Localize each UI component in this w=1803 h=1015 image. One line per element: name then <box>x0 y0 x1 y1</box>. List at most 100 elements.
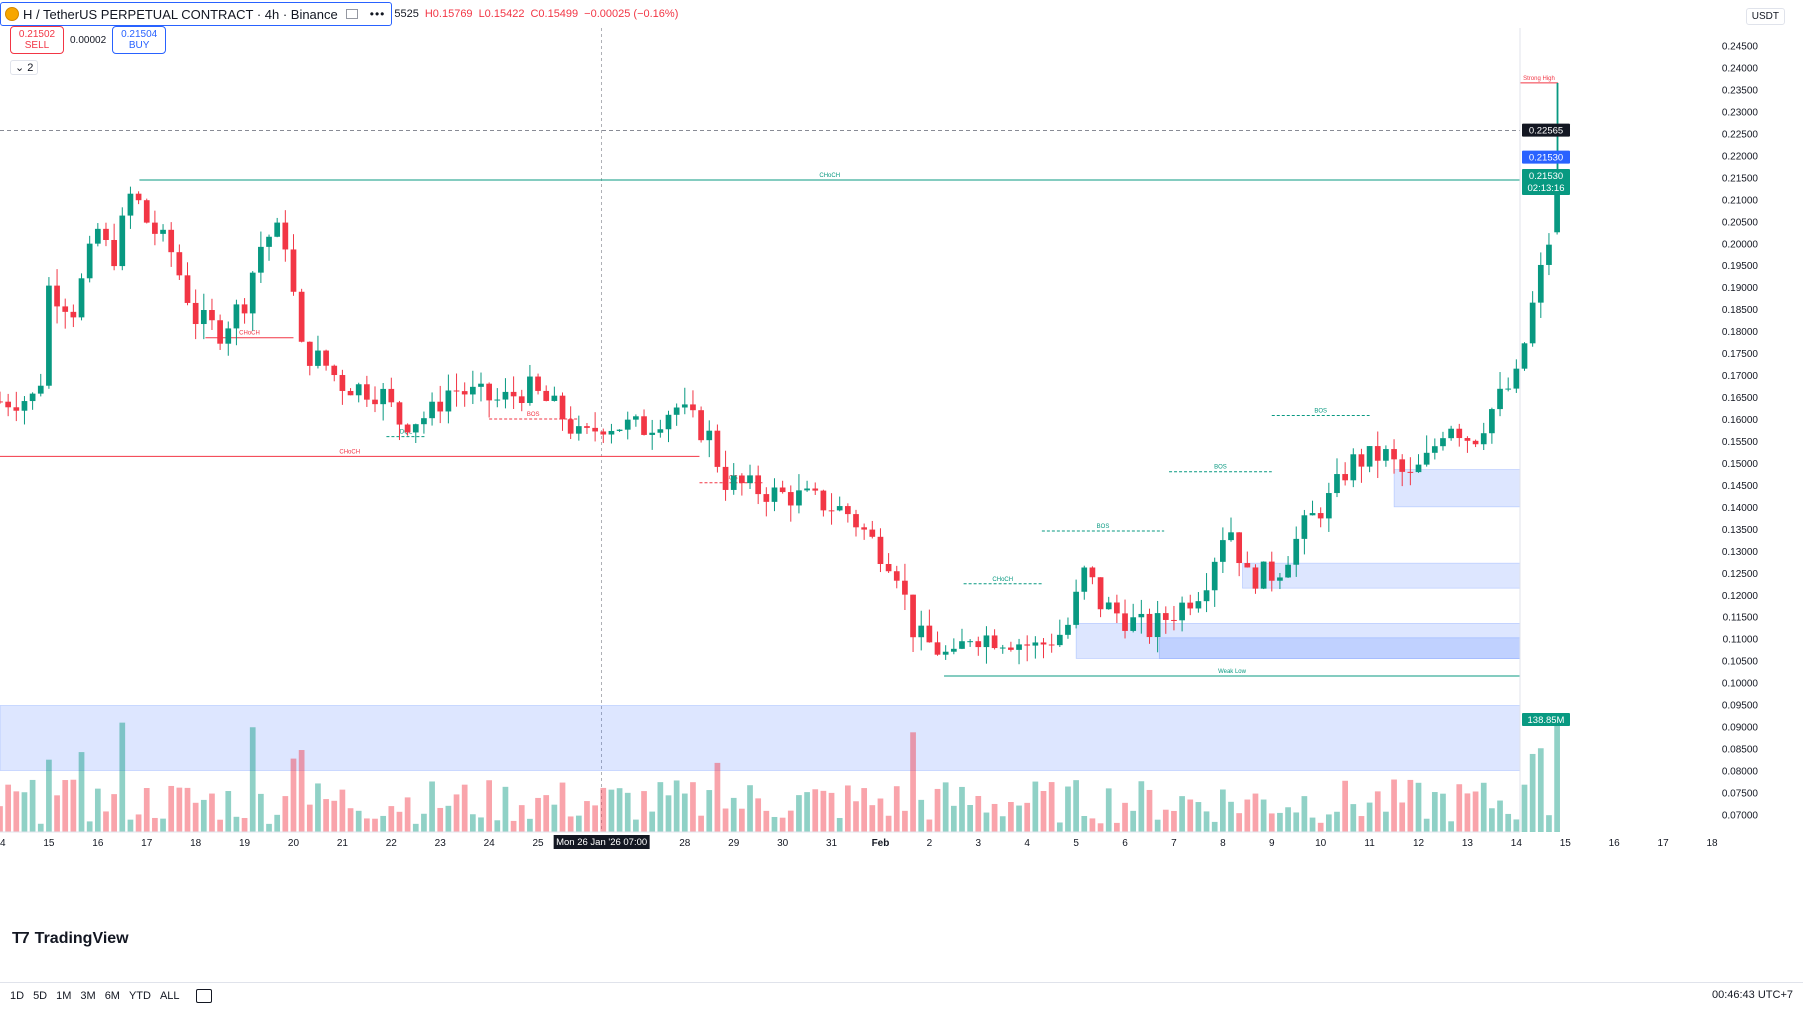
price-tick-label: 0.17000 <box>1722 371 1759 382</box>
volume-bar <box>469 814 476 832</box>
candle-body <box>1383 449 1389 461</box>
volume-bar <box>225 791 232 832</box>
candle-body <box>160 229 166 234</box>
volume-bar <box>1472 791 1479 832</box>
volume-bar <box>1040 790 1047 832</box>
indicators-toggle[interactable]: ⌄ 2 <box>10 60 39 75</box>
price-tick-label: 0.18000 <box>1722 327 1759 338</box>
volume-bar <box>331 800 338 832</box>
candle-body <box>1423 452 1430 465</box>
sell-price: 0.21502 <box>18 29 56 40</box>
tradingview-logo[interactable]: T7 TradingView <box>12 930 129 948</box>
volume-bar <box>869 805 876 832</box>
volume-bar <box>445 805 452 832</box>
grid <box>0 28 1520 832</box>
candle-body <box>950 648 957 652</box>
candle-body <box>1203 590 1210 602</box>
volume-bar <box>698 815 704 832</box>
calendar-icon[interactable] <box>195 989 212 1003</box>
volume-bar <box>1440 793 1446 832</box>
structure-label: BOS <box>527 412 540 418</box>
candle-body <box>1040 642 1047 645</box>
volume-bar <box>217 819 223 832</box>
candle-body <box>1374 446 1381 461</box>
candle-body <box>437 401 444 412</box>
price-tick-label: 0.19000 <box>1722 283 1759 294</box>
volume-bar <box>478 817 484 832</box>
candle-body <box>1334 474 1340 494</box>
volume-bar <box>690 782 696 832</box>
candle-body <box>1268 561 1275 581</box>
candle-body <box>861 527 868 530</box>
range-ytd[interactable]: YTD <box>128 990 151 1002</box>
currency-unit-button[interactable]: USDT <box>1745 8 1785 25</box>
candle-body <box>575 426 582 434</box>
symbol-selector[interactable]: H / TetherUS PERPETUAL CONTRACT · 4h · B… <box>0 2 393 26</box>
candle-body <box>1024 644 1031 646</box>
volume-bar <box>844 785 851 832</box>
candle-body <box>1130 617 1137 631</box>
volume-bar <box>755 798 762 832</box>
volume-bar <box>364 818 370 832</box>
candle-body <box>1505 388 1512 390</box>
candle-body <box>722 466 729 490</box>
range-3m[interactable]: 3M <box>80 990 96 1002</box>
price-tick-label: 0.10000 <box>1722 679 1759 690</box>
time-tick-label: 28 <box>679 838 691 849</box>
coin-logo-icon <box>5 7 19 21</box>
candle-body <box>714 430 721 467</box>
price-tick-label: 0.11500 <box>1723 613 1759 624</box>
hide-legend-icon[interactable] <box>345 9 358 19</box>
candle-body <box>543 390 550 401</box>
volume-bar <box>160 818 166 832</box>
price-tick-label: 0.11000 <box>1723 635 1759 646</box>
volume-bar <box>1521 784 1528 832</box>
time-tick-label: 4 <box>1024 838 1030 849</box>
volume-bar <box>673 780 680 832</box>
candle-body <box>665 414 672 430</box>
candle-body <box>1440 438 1446 447</box>
price-axis[interactable]: 0.24500 0.24000 0.23500 0.23000 0.22500 0.220… <box>1519 28 1759 832</box>
volume-bar <box>1334 811 1340 832</box>
volume-bar <box>298 750 305 832</box>
volume-bar <box>1130 810 1137 832</box>
range-5d[interactable]: 5D <box>33 990 48 1002</box>
candle-body <box>1073 591 1079 625</box>
structure-label: CHoCH <box>992 577 1013 583</box>
volume-bar <box>37 823 44 832</box>
volume-bar <box>1399 802 1406 832</box>
time-axis[interactable]: 141516171819202122232425262728293031Feb2… <box>0 831 1803 852</box>
range-6m[interactable]: 6M <box>104 990 120 1002</box>
candle-body <box>1236 532 1243 564</box>
candle-body <box>910 594 916 638</box>
volume-bar <box>282 796 289 832</box>
volume-value-label: 138.85M <box>1528 715 1565 726</box>
candle-body <box>1448 428 1454 439</box>
range-1m[interactable]: 1M <box>56 990 72 1002</box>
volume-bar <box>1546 815 1552 832</box>
candle-body <box>853 514 859 528</box>
candle-body <box>1399 459 1406 472</box>
structure-label: CHoCH <box>339 449 360 455</box>
volume-bar <box>1268 813 1275 832</box>
more-options-icon[interactable]: ••• <box>369 7 386 21</box>
candle-body <box>453 390 460 392</box>
volume-bar <box>902 810 908 832</box>
range-all[interactable]: ALL <box>159 990 180 1002</box>
sell-button[interactable]: 0.21502 SELL <box>10 26 64 54</box>
candle-body <box>1472 440 1479 445</box>
candle-body <box>747 475 753 484</box>
volume-bar <box>486 780 492 832</box>
volume-bar <box>1138 781 1145 832</box>
trade-panel: 0.21502 SELL 0.00002 0.21504 BUY <box>10 26 167 54</box>
clock[interactable]: 00:46:43 UTC+7 <box>1711 989 1793 1001</box>
volume-bar <box>787 810 794 832</box>
time-tick-label: 22 <box>386 838 398 849</box>
volume-bar <box>1122 802 1128 832</box>
range-1d[interactable]: 1D <box>10 990 25 1002</box>
time-tick-label: 2 <box>927 838 933 849</box>
candle-body <box>1554 176 1560 233</box>
buy-button[interactable]: 0.21504 BUY <box>112 26 167 54</box>
time-tick-label: 16 <box>1609 838 1621 849</box>
